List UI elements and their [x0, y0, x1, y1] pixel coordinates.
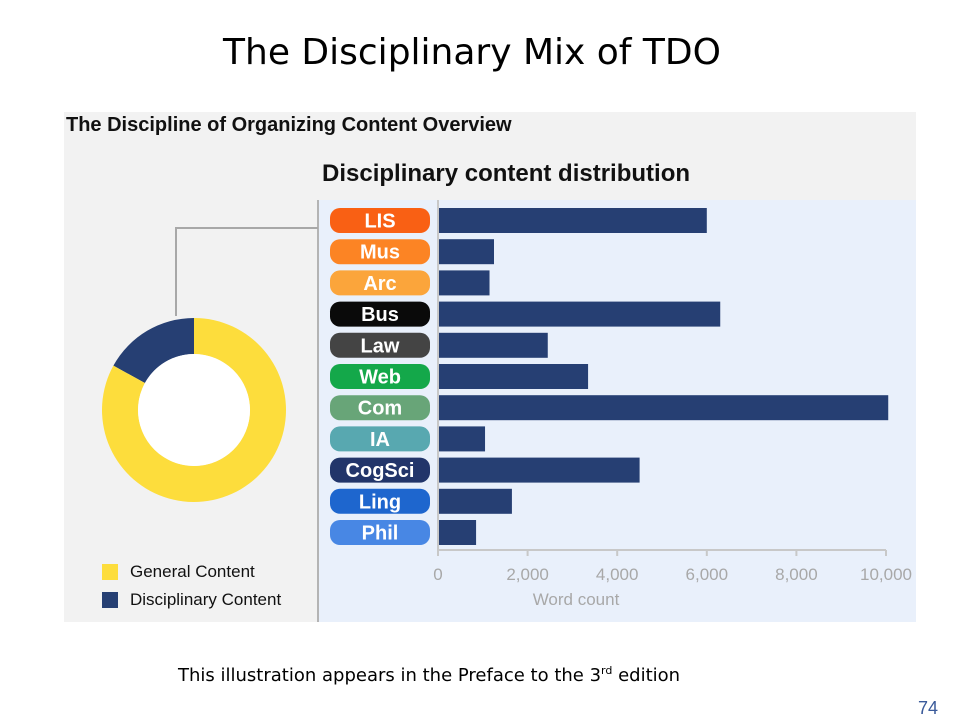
category-pill-ling	[330, 488, 430, 514]
category-label-ia: IA	[370, 429, 390, 451]
category-label-web: Web	[359, 367, 401, 389]
category-label-com: Com	[358, 398, 402, 420]
category-label-bus: Bus	[361, 304, 399, 326]
x-tick-label-5: 10,000	[860, 565, 912, 584]
page-number: 74	[917, 698, 938, 718]
category-pill-cogsci	[330, 457, 430, 483]
category-label-law: Law	[361, 335, 400, 357]
caption-superscript: rd	[601, 664, 613, 677]
x-tick-label-3: 6,000	[686, 565, 729, 584]
category-label-cogsci: CogSci	[346, 460, 415, 482]
x-tick-label-0: 0	[433, 565, 442, 584]
bar-chart-title: Disciplinary content distribution	[322, 160, 691, 187]
legend-item-disciplinary: Disciplinary Content	[102, 586, 281, 614]
legend-swatch-general	[102, 564, 118, 580]
category-pill-lis	[330, 208, 430, 233]
bar-cogsci	[438, 457, 640, 483]
panel-divider	[317, 200, 319, 622]
x-axis-label: Word count	[533, 590, 620, 609]
category-pill-web	[330, 364, 430, 389]
donut-slice-disciplinary	[113, 318, 194, 384]
donut-hole	[138, 354, 250, 466]
x-tick-label-1: 2,000	[506, 565, 549, 584]
bar-arc	[438, 270, 490, 296]
category-label-mus: Mus	[360, 242, 400, 264]
category-label-lis: LIS	[364, 211, 395, 233]
category-pill-ia	[330, 426, 430, 452]
category-pill-phil	[330, 520, 430, 545]
bar-ling	[438, 488, 512, 514]
chart-figure: The Discipline of Organizing Content Ove…	[64, 112, 916, 622]
donut-legend: General Content Disciplinary Content	[102, 558, 281, 614]
x-tick-label-4: 8,000	[775, 565, 818, 584]
category-pill-law	[330, 332, 430, 358]
bar-bus	[438, 301, 721, 327]
x-tick-label-2: 4,000	[596, 565, 639, 584]
connector-line	[175, 227, 318, 316]
bar-web	[438, 364, 589, 389]
category-pill-com	[330, 395, 430, 421]
bar-law	[438, 332, 548, 358]
legend-label-general: General Content	[130, 562, 255, 581]
legend-label-disciplinary: Disciplinary Content	[130, 590, 282, 609]
bar-phil	[438, 520, 477, 545]
donut-slice-general	[102, 318, 287, 503]
legend-swatch-disciplinary	[102, 592, 118, 608]
bar-lis	[438, 208, 707, 233]
bar-ia	[438, 426, 486, 452]
category-pill-mus	[330, 239, 430, 265]
category-pill-bus	[330, 301, 430, 327]
chart-canvas: LIS Mus Arc Bus Law Web Com IA CogSci Ling Phil 0 2,…	[102, 200, 912, 609]
bar-com	[438, 395, 889, 421]
figure-title: The Discipline of Organizing Content Ove…	[66, 114, 512, 136]
caption-text: This illustration appears in the Preface…	[178, 665, 602, 686]
category-label-ling: Ling	[359, 491, 401, 513]
category-label-phil: Phil	[362, 523, 399, 545]
caption: This illustration appears in the Preface…	[178, 664, 680, 686]
legend-item-general: General Content	[102, 558, 281, 586]
slide-title: The Disciplinary Mix of TDO	[223, 32, 721, 73]
bar-mus	[438, 239, 494, 265]
category-label-arc: Arc	[363, 273, 396, 295]
caption-text-end: edition	[612, 665, 681, 686]
category-pill-arc	[330, 270, 430, 296]
